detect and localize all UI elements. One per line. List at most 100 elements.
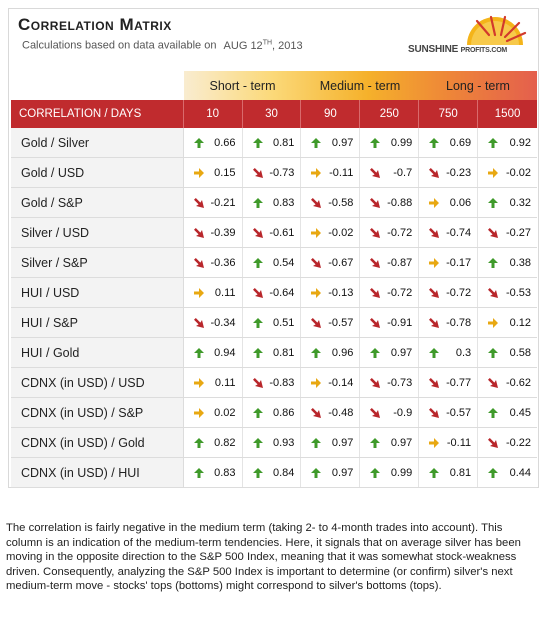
correlation-cell: 0.45 <box>478 398 537 427</box>
table-row: CDNX (in USD) / S&P 0.02 0.86 -0.48 -0.9 -0.5… <box>11 398 537 428</box>
arrow-down-icon <box>370 227 381 238</box>
arrow-down-icon <box>370 257 381 268</box>
correlation-cell: 0.83 <box>243 188 302 217</box>
row-label: CDNX (in USD) / S&P <box>11 398 184 427</box>
arrow-flat-icon <box>193 377 204 388</box>
correlation-value: -0.23 <box>446 166 472 179</box>
arrow-down-icon <box>488 437 499 448</box>
column-days-90: 90 <box>301 100 361 128</box>
correlation-value: 0.81 <box>273 346 295 359</box>
correlation-value: -0.57 <box>328 316 354 329</box>
correlation-value: -0.58 <box>328 196 354 209</box>
correlation-value: 0.93 <box>273 436 295 449</box>
row-label: Silver / USD <box>11 218 184 247</box>
arrow-flat-icon <box>193 287 204 298</box>
date-year: , 2013 <box>272 39 303 52</box>
arrow-up-icon <box>193 137 204 148</box>
arrow-up-icon <box>370 467 381 478</box>
correlation-value: 0.69 <box>449 136 472 149</box>
correlation-value: 0.99 <box>390 136 413 149</box>
correlation-cell: -0.72 <box>360 278 420 307</box>
arrow-up-icon <box>193 467 204 478</box>
correlation-value: 0.92 <box>509 136 532 149</box>
correlation-value: -0.02 <box>328 226 354 239</box>
correlation-cell: -0.91 <box>360 308 420 337</box>
term-short: Short - term <box>209 78 276 93</box>
correlation-cell: 0.38 <box>478 248 537 277</box>
arrow-up-icon <box>252 347 263 358</box>
correlation-value: 0.06 <box>449 196 472 209</box>
arrow-down-icon <box>252 227 263 238</box>
table-row: Silver / S&P -0.36 0.54 -0.67 -0.87 -0.17 0.38 <box>11 248 537 278</box>
arrow-down-icon <box>252 287 263 298</box>
correlation-value: -0.48 <box>328 406 354 419</box>
arrow-up-icon <box>252 257 263 268</box>
correlation-value: -0.13 <box>328 286 354 299</box>
correlation-value: 0.97 <box>331 436 354 449</box>
table-row: Gold / USD 0.15 -0.73 -0.11 -0.7 -0.23 -0.02 <box>11 158 537 188</box>
correlation-value: -0.64 <box>269 286 295 299</box>
correlation-value: -0.34 <box>210 316 236 329</box>
correlation-value: 0.96 <box>331 346 354 359</box>
correlation-value: -0.14 <box>328 376 354 389</box>
arrow-flat-icon <box>193 407 204 418</box>
arrow-up-icon <box>252 407 263 418</box>
correlation-cell: 0.97 <box>360 428 420 457</box>
arrow-down-icon <box>311 197 322 208</box>
arrow-up-icon <box>488 137 499 148</box>
subtitle: Calculations based on data available on … <box>22 39 303 52</box>
commentary-text: The correlation is fairly negative in th… <box>6 522 521 592</box>
correlation-value: 0.81 <box>273 136 295 149</box>
correlation-value: -0.73 <box>269 166 295 179</box>
arrow-up-icon <box>252 317 263 328</box>
arrow-down-icon <box>252 167 263 178</box>
arrow-down-icon <box>370 167 381 178</box>
arrow-flat-icon <box>429 197 440 208</box>
correlation-value: 0.97 <box>331 136 354 149</box>
table-row: HUI / USD 0.11 -0.64 -0.13 -0.72 -0.72 -0.53 <box>11 278 537 308</box>
row-label: CDNX (in USD) / HUI <box>11 458 184 487</box>
table-row: HUI / Gold 0.94 0.81 0.96 0.97 0.3 0.58 <box>11 338 537 368</box>
correlation-cell: -0.78 <box>419 308 479 337</box>
correlation-cell: -0.7 <box>360 158 420 187</box>
table-row: CDNX (in USD) / HUI 0.83 0.84 0.97 0.99 0.81 0… <box>11 458 537 488</box>
correlation-cell: -0.39 <box>184 218 243 247</box>
arrow-up-icon <box>311 137 322 148</box>
table-row: CDNX (in USD) / USD 0.11 -0.83 -0.14 -0.73 -0… <box>11 368 537 398</box>
arrow-flat-icon <box>429 437 440 448</box>
correlation-value: 0.12 <box>509 316 532 329</box>
correlation-value: 0.84 <box>273 466 295 479</box>
arrow-up-icon <box>252 197 263 208</box>
correlation-value: -0.7 <box>393 166 413 179</box>
correlation-value: -0.77 <box>446 376 472 389</box>
arrow-down-icon <box>252 377 263 388</box>
arrow-down-icon <box>429 167 440 178</box>
correlation-cell: 0.11 <box>184 278 243 307</box>
date-suffix: TH <box>262 39 273 46</box>
correlation-value: 0.97 <box>331 466 354 479</box>
correlation-value: -0.22 <box>505 436 532 449</box>
correlation-cell: -0.77 <box>419 368 479 397</box>
correlation-cell: -0.87 <box>360 248 420 277</box>
arrow-down-icon <box>311 407 322 418</box>
correlation-cell: 0.58 <box>478 338 537 367</box>
row-label: Gold / USD <box>11 158 184 187</box>
logo-text: SUNSHINE PROFITS.COM <box>408 44 507 55</box>
correlation-cell: -0.9 <box>360 398 420 427</box>
column-days-250: 250 <box>360 100 420 128</box>
correlation-value: 0.32 <box>509 196 532 209</box>
subtitle-date: AUG 12TH, 2013 <box>224 39 303 52</box>
correlation-value: -0.74 <box>446 226 472 239</box>
arrow-down-icon <box>429 407 440 418</box>
correlation-value: 0.15 <box>214 166 236 179</box>
correlation-value: 0.58 <box>509 346 532 359</box>
table-row: HUI / S&P -0.34 0.51 -0.57 -0.91 -0.78 0.12 <box>11 308 537 338</box>
page-title: Correlation Matrix <box>18 15 172 34</box>
column-days-1500: 1500 <box>494 108 521 120</box>
correlation-cell: 0.99 <box>360 128 420 157</box>
arrow-up-icon <box>429 467 440 478</box>
correlation-cell: 0.15 <box>184 158 243 187</box>
correlation-value: -0.61 <box>269 226 295 239</box>
table-row: Gold / S&P -0.21 0.83 -0.58 -0.88 0.06 0.32 <box>11 188 537 218</box>
correlation-cell: -0.02 <box>301 218 361 247</box>
